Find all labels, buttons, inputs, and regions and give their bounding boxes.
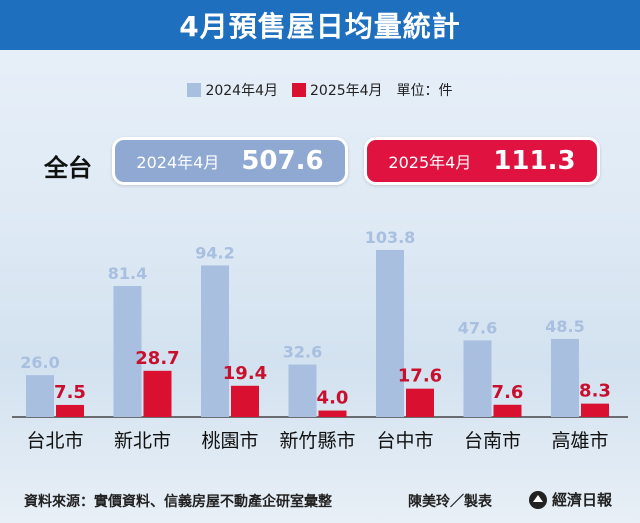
value-label-2024-1: 81.4: [108, 264, 147, 283]
bar-2024-5: [463, 340, 492, 417]
bar-2025-3: [318, 410, 347, 417]
bar-2024-3: [288, 364, 317, 417]
bar-2025-6: [581, 403, 609, 417]
bar-2025-5: [493, 404, 522, 417]
category-label-4: 台中市: [376, 430, 433, 452]
category-label-3: 新竹縣市: [279, 430, 355, 452]
chart-title: 4月預售屋日均量統計: [179, 10, 461, 43]
legend-item-2024: 2024年4月: [187, 80, 278, 100]
footer: 資料來源：實價資料、信義房屋不動產企研室彙整 陳美玲／製表 經濟日報: [0, 483, 640, 523]
category-label-5: 台南市: [464, 430, 521, 452]
legend-item-2025: 2025年4月: [292, 80, 383, 100]
bar-2025-4: [406, 388, 434, 417]
bar-chart: 26.0 7.5 台北市 81.4 28.7 新北市 94.2 19.4 桃園市 32.6 4.0 新…: [12, 228, 628, 452]
total-box-2024: 2024年4月 507.6: [112, 137, 348, 185]
legend-swatch-2024: [187, 83, 202, 97]
value-label-2025-0: 7.5: [54, 382, 86, 403]
bar-2025-1: [143, 370, 172, 417]
category-label-0: 台北市: [26, 430, 83, 452]
bar-2025-0: [56, 404, 84, 417]
value-label-2025-2: 19.4: [223, 363, 267, 384]
value-label-2024-3: 32.6: [283, 343, 322, 362]
bar-2024-4: [376, 249, 404, 417]
source-note: 資料來源：實價資料、信義房屋不動產企研室彙整: [24, 494, 332, 510]
brand-logo-icon: [529, 490, 547, 509]
bar-2025-2: [231, 385, 259, 417]
value-label-2025-5: 7.6: [492, 382, 524, 403]
total-value-2024: 507.6: [241, 146, 324, 176]
value-label-2024-4: 103.8: [365, 228, 416, 247]
value-label-2025-1: 28.7: [135, 348, 179, 369]
value-label-2024-5: 47.6: [458, 318, 497, 337]
value-label-2025-6: 8.3: [579, 381, 611, 402]
legend-swatch-2025: [292, 83, 306, 97]
total-year-2024: 2024年4月: [136, 153, 220, 172]
total-box-2025: 2025年4月 111.3: [364, 137, 600, 185]
bar-2024-2: [201, 265, 229, 417]
bar-2024-1: [113, 286, 142, 417]
value-label-2024-2: 94.2: [195, 243, 234, 262]
legend: 2024年4月 2025年4月 單位：件: [0, 80, 640, 100]
legend-label-2025: 2025年4月: [310, 83, 383, 99]
brand-name: 經濟日報: [552, 491, 613, 509]
value-label-2024-6: 48.5: [545, 317, 584, 336]
value-label-2025-3: 4.0: [317, 388, 349, 409]
bar-2024-6: [551, 338, 579, 417]
total-value-2025: 111.3: [493, 146, 576, 176]
brand: 經濟日報: [528, 489, 612, 510]
chart-title-bar: 4月預售屋日均量統計: [0, 0, 640, 50]
category-label-6: 高雄市: [551, 430, 608, 452]
bar-2024-0: [26, 375, 54, 417]
legend-label-2024: 2024年4月: [205, 83, 278, 99]
author-credit: 陳美玲／製表: [408, 494, 492, 510]
category-label-2: 桃園市: [201, 430, 258, 452]
category-label-1: 新北市: [114, 430, 171, 452]
total-label: 全台: [44, 154, 92, 182]
value-label-2024-0: 26.0: [20, 353, 59, 372]
value-label-2025-4: 17.6: [398, 366, 442, 387]
unit-label: 單位：件: [396, 83, 453, 99]
total-year-2025: 2025年4月: [388, 153, 472, 172]
